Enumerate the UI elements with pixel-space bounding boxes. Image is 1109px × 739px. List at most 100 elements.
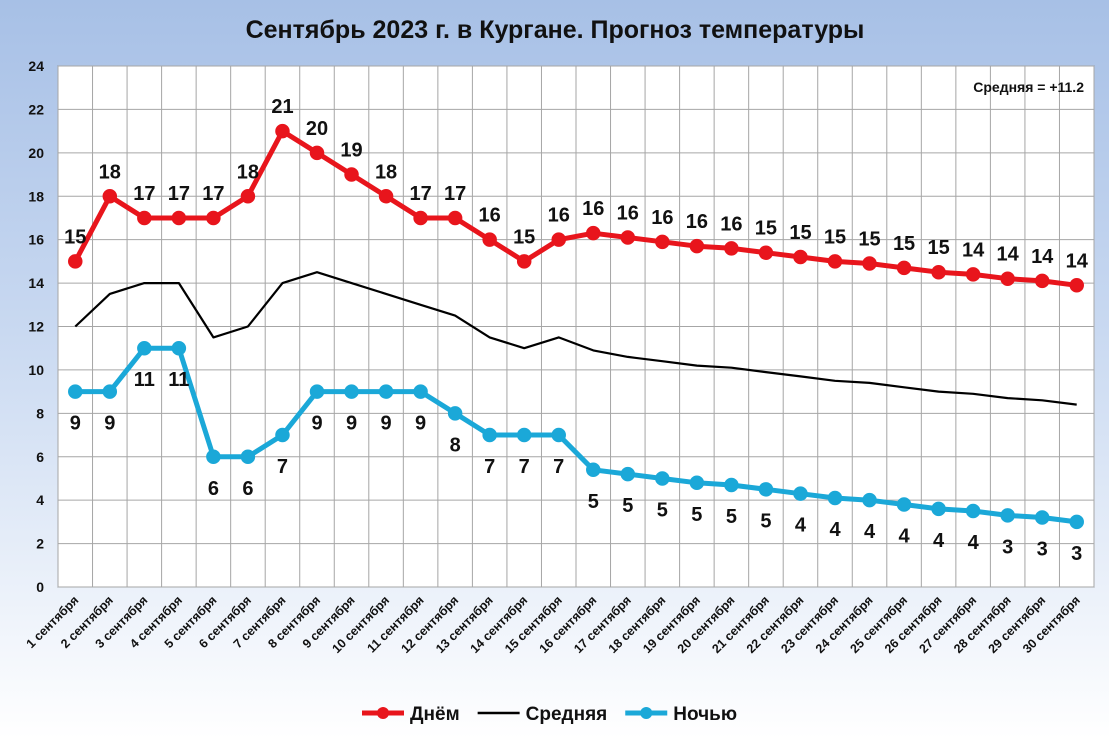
data-point <box>620 230 636 245</box>
data-point <box>482 427 497 443</box>
night-value-label: 4 <box>864 521 876 543</box>
data-point <box>724 477 739 493</box>
night-value-label: 4 <box>933 530 945 552</box>
night-value-label: 6 <box>242 478 253 500</box>
day-value-label: 17 <box>202 183 224 205</box>
data-point <box>586 225 601 241</box>
legend-marker-0 <box>377 707 389 719</box>
data-point <box>206 449 221 464</box>
day-value-label: 19 <box>340 140 362 162</box>
night-value-label: 9 <box>381 413 392 435</box>
data-point <box>68 254 83 269</box>
night-value-label: 4 <box>829 519 841 541</box>
day-value-label: 15 <box>927 237 949 259</box>
night-value-label: 4 <box>795 515 807 537</box>
night-value-label: 9 <box>311 413 322 435</box>
average-annotation: Средняя = +11.2 <box>973 79 1084 95</box>
night-value-label: 9 <box>346 413 357 435</box>
data-point <box>1000 271 1015 286</box>
night-value-label: 5 <box>657 499 668 521</box>
data-point <box>206 210 221 226</box>
data-point <box>793 486 808 501</box>
legend-label-2: Ночью <box>673 704 737 725</box>
y-tick-label: 8 <box>36 405 44 421</box>
data-point <box>896 260 912 276</box>
data-point <box>413 210 428 226</box>
data-point <box>931 501 946 517</box>
data-point <box>137 340 152 356</box>
data-point <box>137 210 152 226</box>
day-value-label: 16 <box>617 202 639 224</box>
data-point <box>586 462 601 478</box>
data-point <box>896 497 912 512</box>
night-value-label: 3 <box>1071 543 1082 565</box>
y-tick-label: 20 <box>28 145 44 161</box>
data-point <box>516 427 532 443</box>
data-point <box>655 234 670 250</box>
day-value-label: 15 <box>824 226 846 248</box>
data-point <box>482 232 497 247</box>
day-value-label: 17 <box>444 183 466 205</box>
night-value-label: 5 <box>760 510 771 532</box>
legend: Днём Средняя Ночью <box>362 704 737 725</box>
data-point <box>758 482 774 497</box>
data-point <box>1034 273 1050 289</box>
day-value-label: 18 <box>99 161 121 183</box>
data-point <box>102 384 118 399</box>
day-value-label: 16 <box>686 211 708 233</box>
day-value-label: 16 <box>720 213 742 235</box>
day-value-label: 17 <box>409 183 431 205</box>
data-point <box>655 471 670 486</box>
data-point <box>689 238 705 254</box>
day-value-label: 15 <box>64 226 86 248</box>
day-value-label: 17 <box>133 183 155 205</box>
night-value-label: 4 <box>899 526 911 548</box>
night-value-label: 9 <box>70 413 81 435</box>
data-point <box>447 406 463 421</box>
y-tick-label: 22 <box>28 101 44 117</box>
y-tick-label: 14 <box>28 275 44 291</box>
day-value-label: 17 <box>168 183 190 205</box>
night-value-label: 9 <box>104 413 115 435</box>
data-point <box>965 503 981 519</box>
series-lines <box>68 123 1084 530</box>
data-point <box>275 427 290 443</box>
data-point <box>931 264 946 280</box>
night-value-label: 3 <box>1037 539 1048 561</box>
y-tick-label: 24 <box>28 58 44 74</box>
series-line-1 <box>74 271 1077 406</box>
data-point <box>551 427 566 443</box>
y-tick-label: 10 <box>28 362 44 378</box>
day-value-label: 14 <box>1066 250 1089 272</box>
day-value-label: 16 <box>651 207 673 229</box>
data-point <box>1069 514 1084 530</box>
night-value-label: 11 <box>168 369 189 391</box>
data-point <box>1000 508 1015 523</box>
night-value-label: 8 <box>450 434 461 456</box>
data-point <box>689 475 705 491</box>
y-tick-label: 0 <box>36 579 44 595</box>
night-value-label: 6 <box>208 478 219 500</box>
legend-label-0: Днём <box>410 704 460 725</box>
legend-label-1: Средняя <box>526 704 608 725</box>
data-point <box>378 384 394 399</box>
night-value-label: 7 <box>519 456 530 478</box>
night-value-label: 3 <box>1002 536 1013 558</box>
y-tick-label: 2 <box>36 536 44 552</box>
night-value-label: 11 <box>134 369 155 391</box>
y-tick-label: 16 <box>28 232 44 248</box>
night-value-label: 5 <box>588 491 599 513</box>
data-point <box>724 241 739 256</box>
data-point <box>171 340 187 356</box>
data-point <box>344 167 359 182</box>
data-point <box>1034 510 1050 525</box>
data-point <box>240 189 256 204</box>
data-point <box>413 384 428 399</box>
chart-title: Сентябрь 2023 г. в Кургане. Прогноз темп… <box>246 16 865 44</box>
night-value-label: 5 <box>622 495 633 517</box>
data-point <box>965 267 981 282</box>
data-point <box>862 492 877 508</box>
night-value-label: 5 <box>726 506 737 528</box>
